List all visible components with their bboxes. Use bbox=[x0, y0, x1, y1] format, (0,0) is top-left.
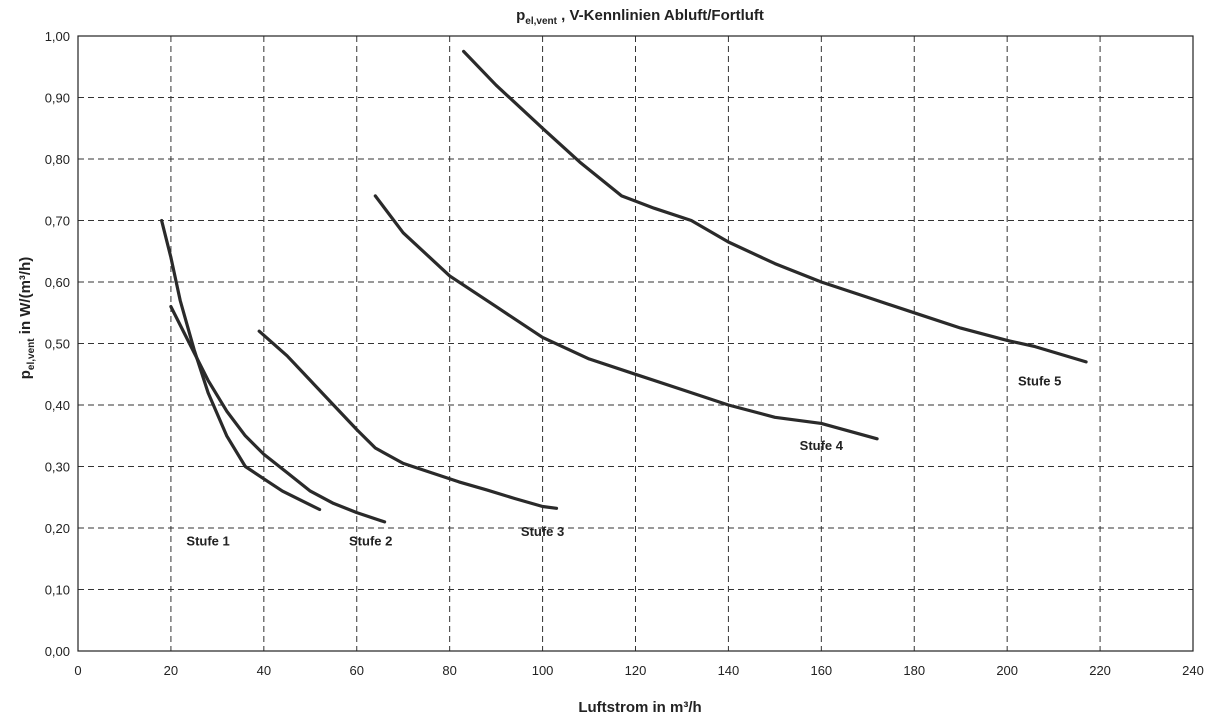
series-line-stufe-4 bbox=[373, 194, 879, 441]
x-tick-label: 160 bbox=[810, 663, 832, 678]
x-tick-label: 40 bbox=[257, 663, 271, 678]
x-tick-label: 180 bbox=[903, 663, 925, 678]
x-tick-label: 100 bbox=[532, 663, 554, 678]
series-lines bbox=[160, 49, 1088, 524]
series-label-stufe-1: Stufe 1 bbox=[186, 533, 229, 548]
x-tick-label: 140 bbox=[718, 663, 740, 678]
y-tick-label: 0,80 bbox=[45, 152, 70, 167]
series-line-stufe-5 bbox=[462, 49, 1088, 364]
x-tick-label: 80 bbox=[442, 663, 456, 678]
y-tick-label: 0,20 bbox=[45, 521, 70, 536]
y-tick-label: 0,40 bbox=[45, 398, 70, 413]
y-tick-label: 0,50 bbox=[45, 337, 70, 352]
y-axis-title: pel,vent in W/(m³/h) bbox=[17, 257, 37, 380]
series-line-stufe-2 bbox=[169, 305, 387, 524]
y-tick-label: 0,00 bbox=[45, 644, 70, 659]
series-line-stufe-3 bbox=[257, 329, 559, 510]
y-tick-label: 0,60 bbox=[45, 275, 70, 290]
plot-area bbox=[77, 35, 1194, 652]
series-label-stufe-5: Stufe 5 bbox=[1018, 373, 1061, 388]
x-tick-label: 240 bbox=[1182, 663, 1204, 678]
y-tick-label: 0,90 bbox=[45, 91, 70, 106]
grid bbox=[78, 36, 1193, 651]
axis-ticks: 0 20 40 60 80 100 120 140 160 180 200 220 240 0,00 0,1… bbox=[45, 29, 1204, 678]
y-tick-label: 0,10 bbox=[45, 583, 70, 598]
series-label-stufe-2: Stufe 2 bbox=[349, 533, 392, 548]
x-tick-label: 60 bbox=[350, 663, 364, 678]
series-label-stufe-4: Stufe 4 bbox=[800, 438, 844, 453]
x-tick-label: 200 bbox=[996, 663, 1018, 678]
y-tick-label: 1,00 bbox=[45, 29, 70, 44]
x-tick-label: 20 bbox=[164, 663, 178, 678]
x-tick-label: 220 bbox=[1089, 663, 1111, 678]
series-line-stufe-1 bbox=[160, 218, 322, 512]
chart-title: pel,vent , V-Kennlinien Abluft/Fortluft bbox=[516, 7, 764, 27]
x-tick-label: 0 bbox=[74, 663, 81, 678]
series-labels: Stufe 1 Stufe 2 Stufe 3 Stufe 4 Stufe 5 bbox=[186, 373, 1061, 548]
x-tick-label: 120 bbox=[625, 663, 647, 678]
x-axis-title: Luftstrom in m³/h bbox=[578, 699, 701, 716]
y-tick-label: 0,70 bbox=[45, 214, 70, 229]
y-tick-label: 0,30 bbox=[45, 460, 70, 475]
series-label-stufe-3: Stufe 3 bbox=[521, 524, 564, 539]
